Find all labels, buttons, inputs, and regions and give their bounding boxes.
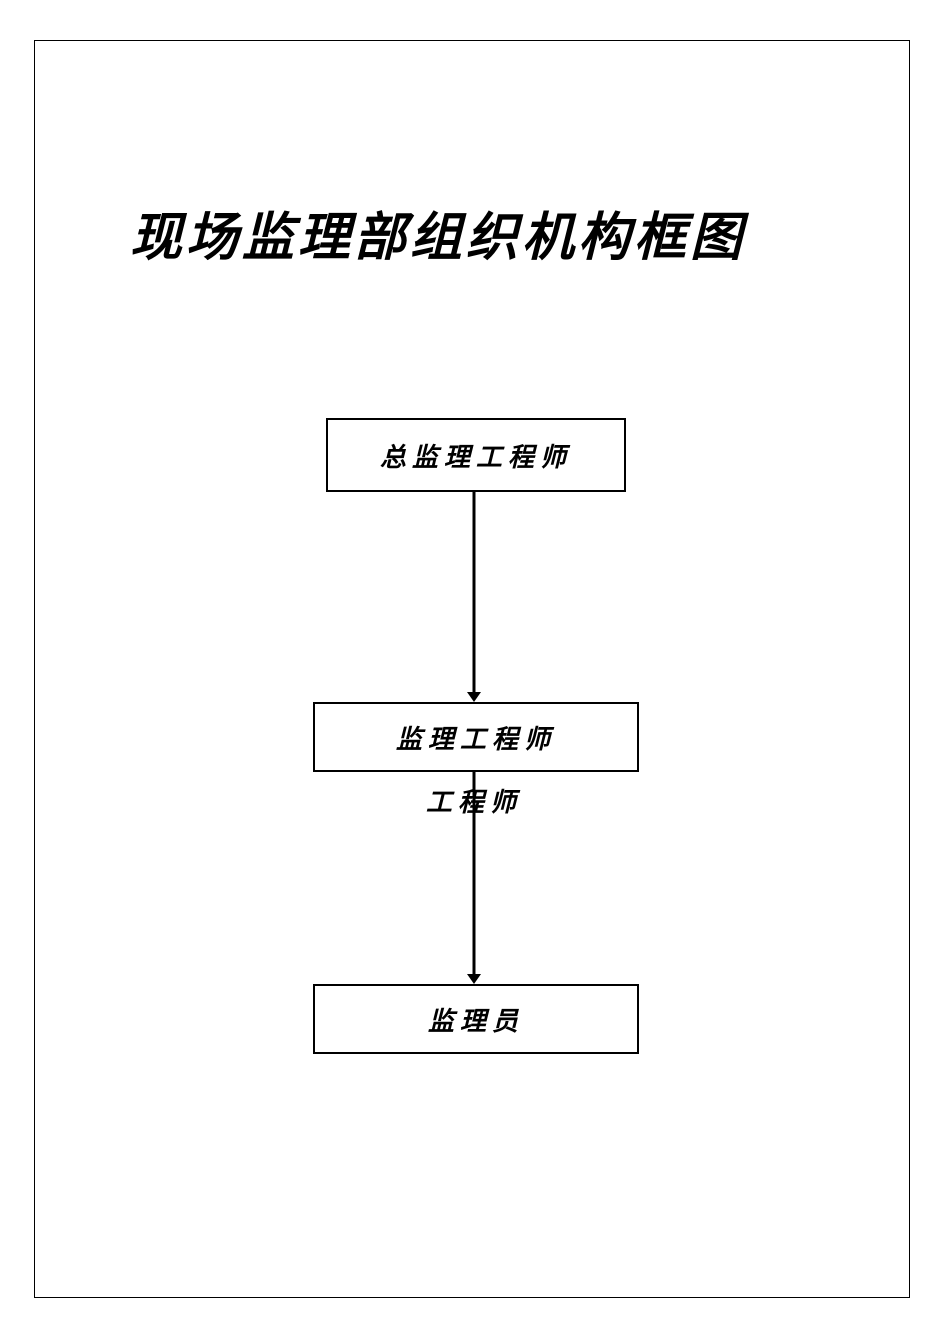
edge-2-to-3: [454, 772, 494, 984]
node-label: 监理员: [428, 1001, 524, 1038]
node-label: 监理工程师: [396, 719, 556, 756]
edge-1-to-2: [454, 492, 494, 702]
node-label: 总监理工程师: [380, 437, 572, 474]
node-supervising-engineer: 监理工程师: [313, 702, 639, 772]
node-chief-supervisor: 总监理工程师: [326, 418, 626, 492]
node-supervisor: 监理员: [313, 984, 639, 1054]
diagram-title: 现场监理部组织机构框图: [130, 195, 746, 270]
